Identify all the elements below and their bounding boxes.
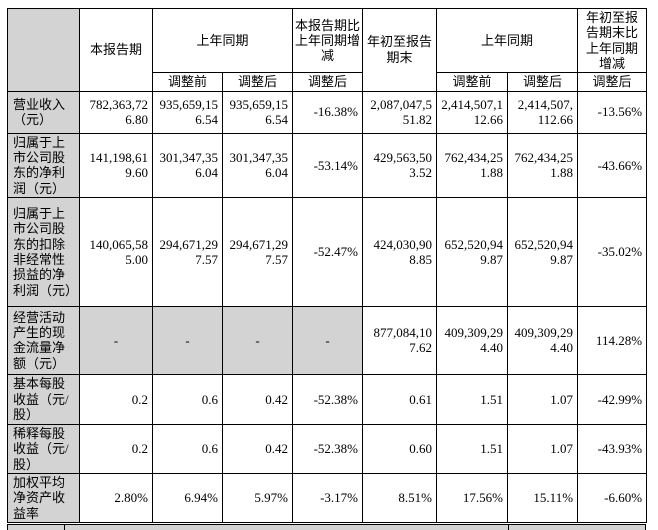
divider <box>64 524 65 530</box>
row-label: 稀释每股收益（元/股） <box>7 423 80 474</box>
header-after-adjustment: 调整后 <box>221 72 294 92</box>
table-cell: -35.02% <box>577 196 648 307</box>
table-row-weighted-avg-roe: 加权平均净资产收益率 2.80% 6.94% 5.97% -3.17% 8.51… <box>7 472 648 523</box>
table-cell: 0.61 <box>362 373 438 425</box>
table-cell: -16.38% <box>292 90 364 134</box>
table-cell: 1.07 <box>507 373 579 425</box>
table-cell: -52.38% <box>292 373 364 425</box>
table-cell: - <box>79 305 153 375</box>
next-table-partial-row <box>7 523 646 530</box>
header-ytd: 年初至报告期末 <box>362 8 438 92</box>
table-cell: 0.42 <box>221 373 294 425</box>
header-current-period: 本报告期 <box>79 8 153 92</box>
table-cell: 424,030,908.85 <box>362 196 438 307</box>
table-cell: - <box>152 305 223 375</box>
table-cell: 2,414,507,112.66 <box>507 90 579 134</box>
row-label: 归属于上市公司股东的扣除非经常性损益的净利润（元） <box>7 196 80 307</box>
table-cell: 140,065,585.00 <box>79 196 153 307</box>
table-cell: -6.60% <box>577 472 648 523</box>
table-cell: 5.97% <box>221 472 294 523</box>
divider <box>508 524 509 530</box>
row-label: 归属于上市公司股东的净利润（元） <box>7 132 80 198</box>
table-cell: 8.51% <box>362 472 438 523</box>
table-cell: 409,309,294.40 <box>436 305 509 375</box>
table-cell: 877,084,107.62 <box>362 305 438 375</box>
row-label: 加权平均净资产收益率 <box>7 472 80 523</box>
header-before-adjustment: 调整前 <box>436 72 509 92</box>
table-cell: 652,520,949.87 <box>507 196 579 307</box>
header-row-adjustments: 调整前 调整后 调整后 调整前 调整后 调整后 <box>8 72 648 92</box>
header-after-adjustment: 调整后 <box>292 72 364 92</box>
table-cell: 762,434,251.88 <box>507 132 579 198</box>
table-cell: 114.28% <box>577 305 648 375</box>
table-cell: 301,347,356.04 <box>152 132 223 198</box>
row-label: 经营活动产生的现金流量净额（元） <box>7 305 80 375</box>
table-cell: -13.56% <box>577 90 648 134</box>
table-cell: 652,520,949.87 <box>436 196 509 307</box>
table-cell: -43.66% <box>577 132 648 198</box>
table-row-basic-eps: 基本每股收益（元/股） 0.2 0.6 0.42 -52.38% 0.61 1.… <box>7 373 648 425</box>
table-cell: 2,414,507,112.66 <box>436 90 509 134</box>
table-cell: 2,087,047,551.82 <box>362 90 438 134</box>
table-cell: 1.51 <box>436 373 509 425</box>
table-row-diluted-eps: 稀释每股收益（元/股） 0.2 0.6 0.42 -52.38% 0.60 1.… <box>7 423 648 474</box>
table-cell: - <box>221 305 294 375</box>
table-cell: 782,363,726.80 <box>79 90 153 134</box>
table-row-net-profit-excl-nonrecurring: 归属于上市公司股东的扣除非经常性损益的净利润（元） 140,065,585.00… <box>7 196 648 307</box>
table-cell: 1.51 <box>436 423 509 474</box>
table-cell: 1.07 <box>507 423 579 474</box>
table-cell: - <box>292 305 364 375</box>
table-cell: 935,659,156.54 <box>152 90 223 134</box>
table-cell: -53.14% <box>292 132 364 198</box>
table-row-operating-cash-flow: 经营活动产生的现金流量净额（元） - - - - 877,084,107.62 … <box>7 305 648 375</box>
header-after-adjustment: 调整后 <box>507 72 579 92</box>
table-cell: 15.11% <box>507 472 579 523</box>
table-cell: 762,434,251.88 <box>436 132 509 198</box>
table-cell: 301,347,356.04 <box>221 132 294 198</box>
corner-cell <box>7 8 80 92</box>
table-row-operating-revenue: 营业收入（元） 782,363,726.80 935,659,156.54 93… <box>7 90 648 134</box>
header-before-adjustment: 调整前 <box>152 72 223 92</box>
table-cell: 0.2 <box>79 423 153 474</box>
header-after-adjustment: 调整后 <box>577 72 648 92</box>
table-cell: 0.2 <box>79 373 153 425</box>
table-cell: 17.56% <box>436 472 509 523</box>
table-cell: 0.6 <box>152 423 223 474</box>
table-cell: 0.42 <box>221 423 294 474</box>
table-cell: -42.99% <box>577 373 648 425</box>
table-cell: 294,671,297.57 <box>221 196 294 307</box>
table-cell: 0.60 <box>362 423 438 474</box>
header-ytd-yoy-change: 年初至报告期末比上年同期增减 <box>577 7 648 74</box>
table-cell: 429,563,503.52 <box>362 132 438 198</box>
row-label: 基本每股收益（元/股） <box>7 373 80 425</box>
table-cell: 294,671,297.57 <box>152 196 223 307</box>
table-cell: 2.80% <box>79 472 153 523</box>
financial-results-table: 本报告期 上年同期 本报告期比上年同期增减 年初至报告期末 上年同期 年初至报告… <box>7 7 648 523</box>
header-prior-year-same-period: 上年同期 <box>151 7 294 74</box>
row-label: 营业收入（元） <box>7 90 80 134</box>
table-cell: 935,659,156.54 <box>221 90 294 134</box>
table-row-net-profit: 归属于上市公司股东的净利润（元） 141,198,619.60 301,347,… <box>7 132 648 198</box>
table-cell: 0.6 <box>152 373 223 425</box>
header-prior-year-same-period-ytd: 上年同期 <box>436 7 579 74</box>
table-cell: -3.17% <box>292 472 364 523</box>
table-cell: 141,198,619.60 <box>79 132 153 198</box>
table-cell: 409,309,294.40 <box>507 305 579 375</box>
table-cell: -52.47% <box>292 196 364 307</box>
table-cell: -52.38% <box>292 423 364 474</box>
table-cell: -43.93% <box>577 423 648 474</box>
header-yoy-change: 本报告期比上年同期增减 <box>292 7 364 74</box>
table-cell: 6.94% <box>152 472 223 523</box>
header-row-groups: 本报告期 上年同期 本报告期比上年同期增减 年初至报告期末 上年同期 年初至报告… <box>7 7 648 92</box>
